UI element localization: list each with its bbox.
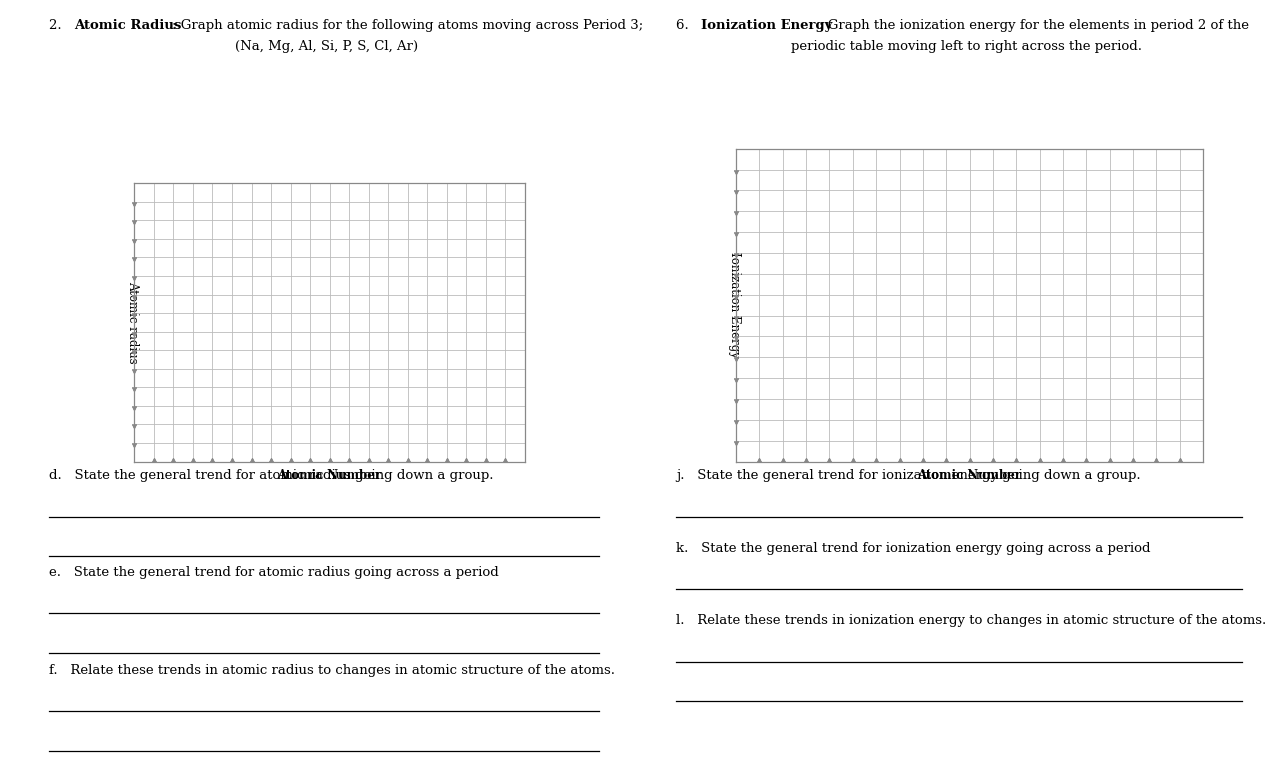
Text: 6.: 6. <box>676 19 698 32</box>
Text: l.   Relate these trends in ionization energy to changes in atomic structure of : l. Relate these trends in ionization ene… <box>676 614 1266 627</box>
Text: d.   State the general trend for atomic radius going down a group.: d. State the general trend for atomic ra… <box>49 469 493 482</box>
Text: : Graph atomic radius for the following atoms moving across Period 3;: : Graph atomic radius for the following … <box>172 19 643 32</box>
Text: Atomic Radius: Atomic Radius <box>74 19 182 32</box>
Text: e.   State the general trend for atomic radius going across a period: e. State the general trend for atomic ra… <box>49 566 498 579</box>
Text: f.   Relate these trends in atomic radius to changes in atomic structure of the : f. Relate these trends in atomic radius … <box>49 664 614 677</box>
X-axis label: Atomic Number: Atomic Number <box>278 468 381 481</box>
Text: : Graph the ionization energy for the elements in period 2 of the: : Graph the ionization energy for the el… <box>819 19 1249 32</box>
X-axis label: Atomic Number: Atomic Number <box>918 468 1021 481</box>
Y-axis label: Ionization Energy: Ionization Energy <box>727 253 741 358</box>
Text: periodic table moving left to right across the period.: periodic table moving left to right acro… <box>791 40 1142 53</box>
Text: 2.: 2. <box>49 19 70 32</box>
Y-axis label: Atomic radius: Atomic radius <box>125 281 140 364</box>
Text: (Na, Mg, Al, Si, P, S, Cl, Ar): (Na, Mg, Al, Si, P, S, Cl, Ar) <box>234 40 419 53</box>
Text: k.   State the general trend for ionization energy going across a period: k. State the general trend for ionizatio… <box>676 542 1151 555</box>
Text: j.   State the general trend for ionization energy going down a group.: j. State the general trend for ionizatio… <box>676 469 1140 482</box>
Text: Ionization Energy: Ionization Energy <box>701 19 833 32</box>
